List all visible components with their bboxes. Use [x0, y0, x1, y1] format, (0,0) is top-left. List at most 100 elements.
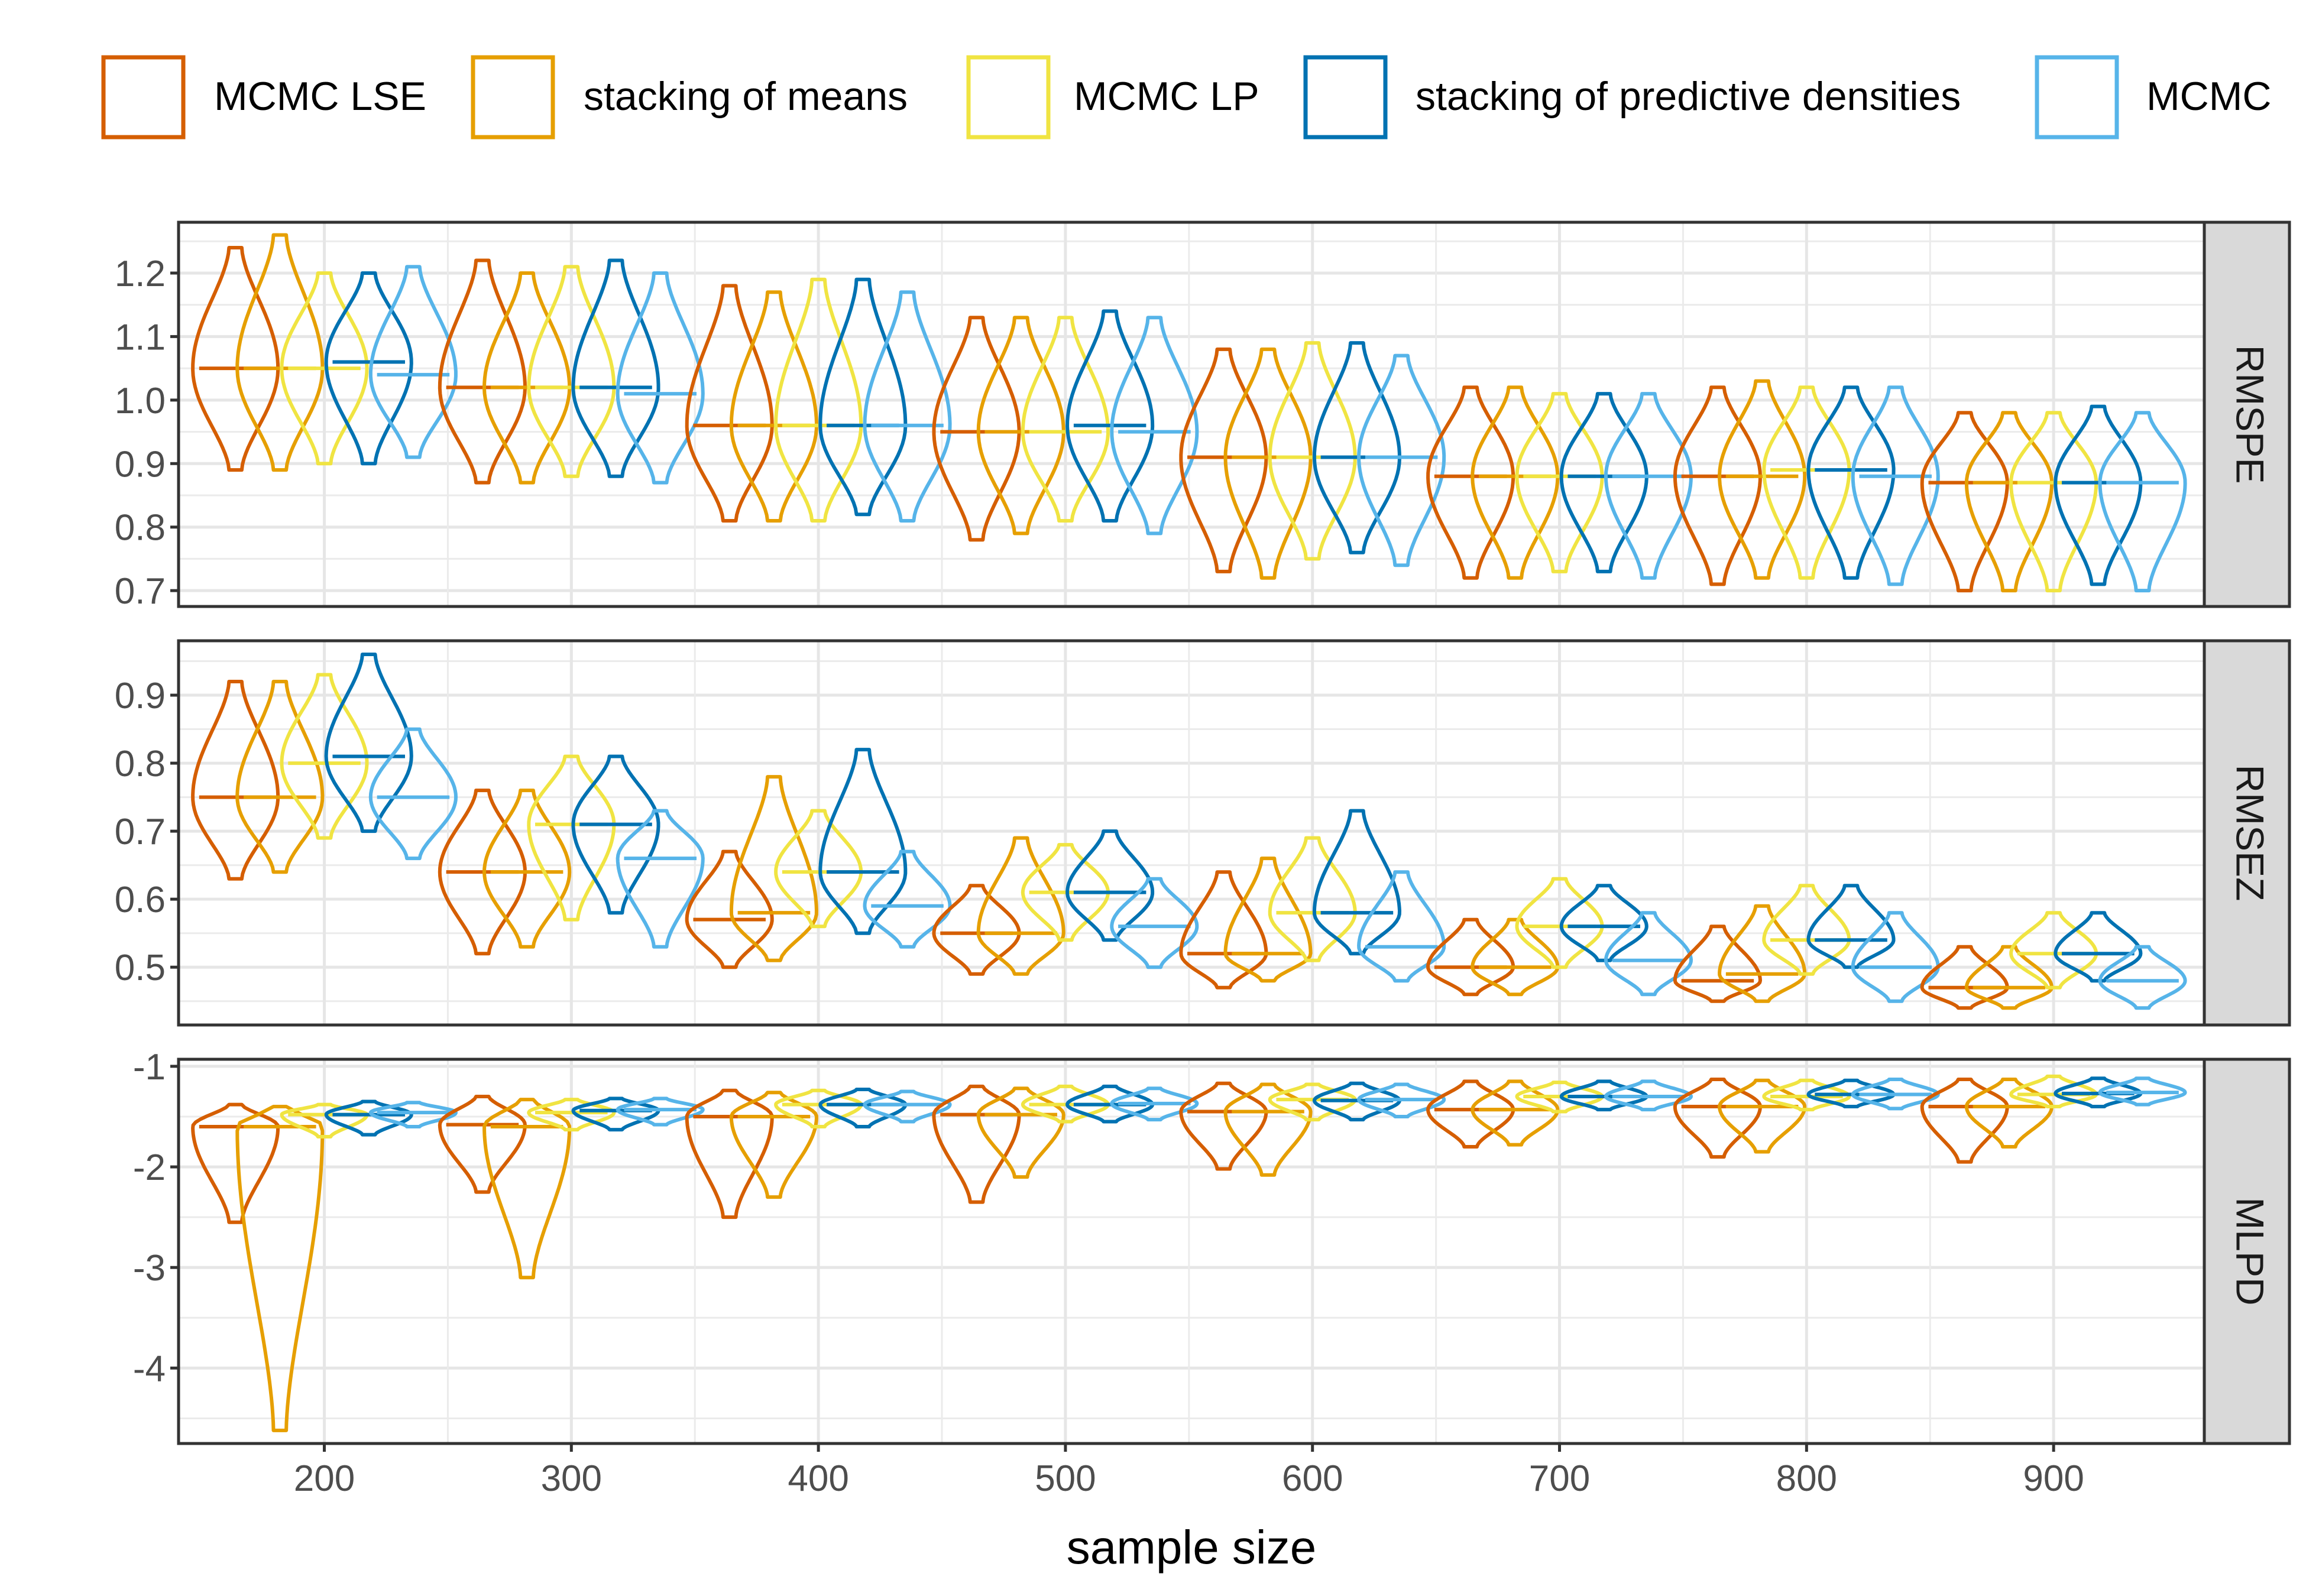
violin [2098, 411, 2187, 593]
y-tick-label: 0.9 [115, 444, 166, 485]
violin [1920, 945, 2009, 1010]
legend-item: MCMC [2035, 55, 2272, 140]
legend-item: MCMC LP [966, 55, 1259, 140]
violin [616, 1097, 705, 1127]
legend-item: MCMC LSE [101, 55, 426, 140]
violin [2054, 1076, 2143, 1108]
legend-key [471, 55, 555, 140]
violin [1964, 945, 2054, 1010]
y-tick-label: -4 [133, 1348, 166, 1389]
strip [2203, 639, 2291, 1027]
violin [1471, 385, 1560, 580]
violin [235, 1105, 325, 1432]
legend-key [2035, 55, 2119, 140]
violin [1179, 347, 1268, 573]
y-tick-label: 0.8 [115, 508, 166, 549]
violin [2009, 911, 2098, 990]
panel-rmsez: 0.5 0.6 0.7 0.8 0.9 RMSEZ [115, 639, 2291, 1027]
violin [1110, 877, 1199, 969]
x-tick-label: 800 [1776, 1458, 1837, 1499]
violin [482, 271, 572, 485]
strip-label: MLPD [2229, 1197, 2272, 1305]
legend-key [966, 55, 1051, 140]
violin [2054, 404, 2143, 586]
violin [1223, 1082, 1313, 1177]
violin [1718, 379, 1807, 580]
panels: 0.7 0.8 0.9 1.0 1.1 1.2 RMSPE 0.5 0.6 0.7 0.8 0.9 RM… [115, 220, 2291, 1445]
violin [863, 290, 952, 523]
violin [1223, 347, 1313, 580]
violin [729, 290, 818, 523]
violin [280, 673, 369, 840]
violin [976, 836, 1065, 976]
violin [1559, 884, 1648, 962]
violin [1268, 341, 1357, 561]
violin [1021, 316, 1110, 523]
violin [438, 789, 527, 956]
violin [1312, 341, 1401, 554]
violin [1851, 1078, 1940, 1111]
legend-key [1303, 55, 1388, 140]
violin [1021, 1084, 1110, 1124]
violin [818, 277, 908, 517]
violin [1471, 1079, 1560, 1147]
violin [1964, 1078, 2054, 1149]
violin [863, 849, 952, 949]
violin [1806, 1078, 1896, 1108]
violin [616, 271, 705, 485]
violin [1673, 385, 1762, 586]
violin [1806, 884, 1896, 969]
y-tick-label: 1.0 [115, 381, 166, 421]
x-tick-label: 300 [541, 1458, 602, 1499]
legend-key [101, 55, 186, 140]
violin [1357, 1082, 1446, 1118]
violin [1268, 1082, 1357, 1122]
y-tick-label: 0.7 [115, 812, 166, 852]
panel-mlpd: -4 -3 -2 -1 MLPD [133, 1047, 2291, 1445]
violin [1515, 1081, 1604, 1114]
violin [1065, 829, 1155, 942]
x-tick-label: 400 [788, 1458, 848, 1499]
violin [932, 1084, 1021, 1204]
violin [685, 1088, 774, 1219]
violin [1223, 857, 1313, 983]
violin [932, 316, 1021, 542]
violin [1268, 836, 1357, 962]
y-tick-label: 0.8 [115, 744, 166, 784]
y-tick-label: -2 [133, 1147, 166, 1188]
violin [1559, 1079, 1648, 1112]
violin [191, 1102, 280, 1224]
violin [1604, 911, 1693, 997]
violin [527, 754, 616, 922]
violin [368, 727, 458, 861]
strip [2203, 220, 2291, 608]
violin [1357, 353, 1446, 567]
violin [2054, 911, 2143, 983]
violin [2009, 411, 2098, 593]
violin [818, 748, 908, 935]
violin [1065, 1084, 1155, 1124]
y-tick-label: 0.9 [115, 676, 166, 716]
strip-label: RMSEZ [2229, 765, 2272, 901]
x-tick-label: 600 [1282, 1458, 1343, 1499]
violin [729, 775, 818, 962]
violin [1604, 392, 1693, 580]
violin [685, 284, 774, 523]
legend-item: stacking of predictive densities [1303, 55, 1961, 140]
x-tick-label: 500 [1035, 1458, 1096, 1499]
strip-label: RMSPE [2229, 345, 2272, 484]
violin [191, 680, 280, 881]
violin [976, 316, 1065, 536]
violin [1312, 809, 1401, 956]
legend-label: MCMC LP [1074, 74, 1259, 119]
violin [1920, 411, 2009, 593]
violin [1179, 870, 1268, 990]
legend-label: MCMC LSE [214, 74, 426, 119]
x-tick-label: 200 [294, 1458, 355, 1499]
y-tick-label: 0.7 [115, 571, 166, 612]
violin [1515, 877, 1604, 969]
violin [280, 271, 369, 466]
violin [1559, 392, 1648, 573]
violin [1312, 1081, 1401, 1122]
